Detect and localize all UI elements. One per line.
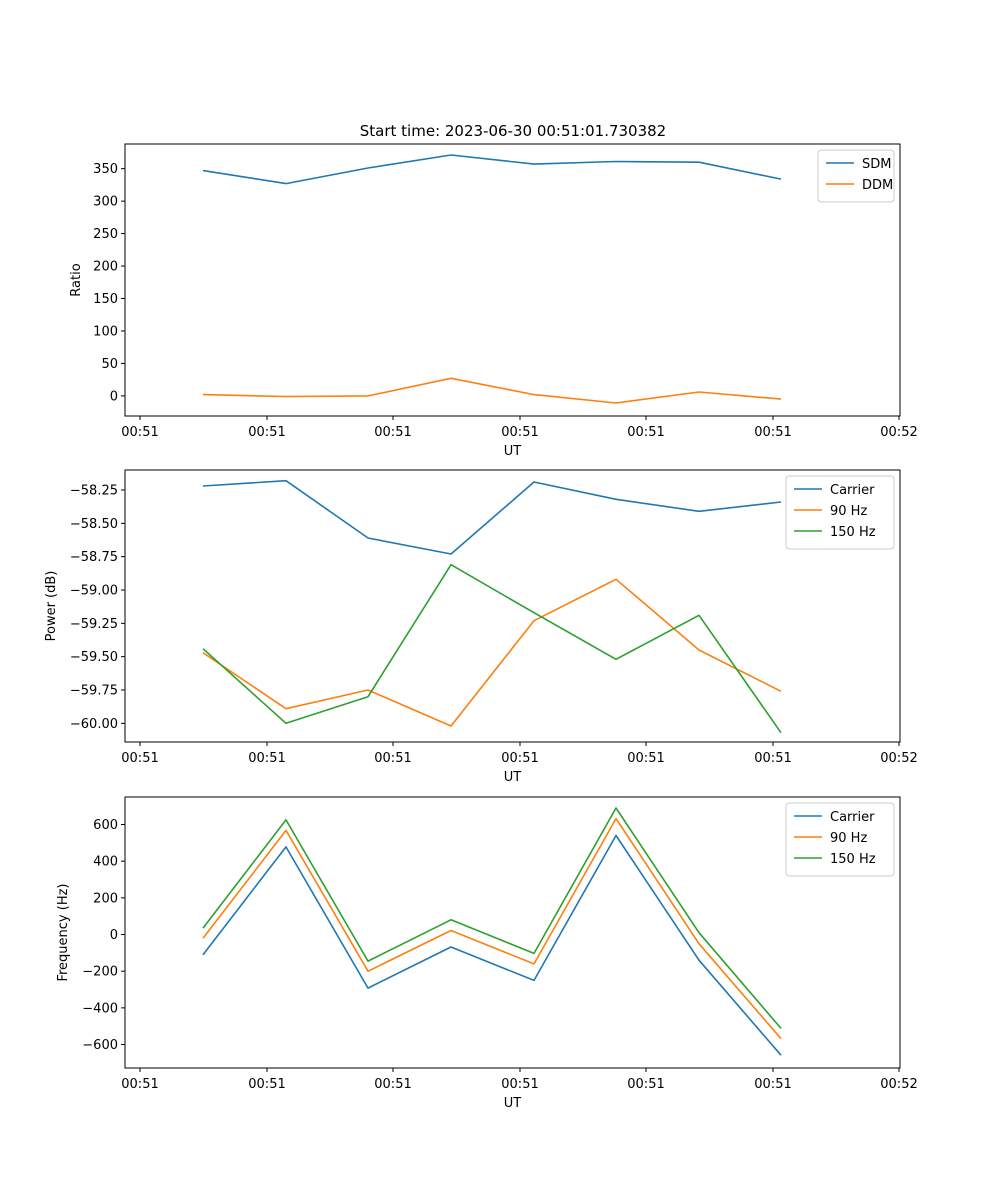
x-tick-label: 00:52 — [880, 1077, 917, 1092]
chart-panel-2: −60.00 −59.75 −59.50 −59.25 −59.00 −58.75 −58.… — [44, 469, 918, 785]
y-tick-label: −59.25 — [70, 617, 118, 632]
x-axis-label: UT — [504, 444, 522, 459]
y-tick-label: 400 — [93, 855, 118, 870]
y-tick-label: −400 — [82, 1001, 118, 1016]
x-tick-label: 00:51 — [627, 751, 664, 766]
y-axis-label: Frequency (Hz) — [56, 883, 71, 981]
x-tick-label: 00:52 — [880, 425, 917, 440]
legend-label: 150 Hz — [830, 852, 876, 867]
x-tick-label: 00:51 — [248, 1077, 285, 1092]
x-tick-label: 00:51 — [374, 1077, 411, 1092]
legend-label: DDM — [862, 178, 893, 193]
y-tick-label: 200 — [93, 260, 118, 275]
y-axis-label: Power (dB) — [44, 571, 59, 642]
y-tick-label: −200 — [82, 965, 118, 980]
y-tick-label: 0 — [110, 389, 118, 404]
x-tick-label: 00:51 — [627, 425, 664, 440]
y-axis-label: Ratio — [69, 263, 84, 296]
chart-panel-1: 0 50 100 150 200 250 300 350 00:51 00:51 00:51 00:5… — [69, 143, 918, 459]
x-tick-label: 00:52 — [880, 751, 917, 766]
y-tick-label: −600 — [82, 1038, 118, 1053]
x-tick-label: 00:51 — [248, 425, 285, 440]
legend: Carrier 90 Hz 150 Hz — [785, 475, 895, 550]
legend-label: 90 Hz — [830, 831, 867, 846]
y-tick-label: 100 — [93, 324, 118, 339]
y-tick-label: −60.00 — [70, 717, 118, 732]
legend-label: SDM — [862, 157, 891, 172]
x-axis-label: UT — [504, 770, 522, 785]
x-tick-label: 00:51 — [121, 751, 158, 766]
x-tick-label: 00:51 — [501, 1077, 538, 1092]
y-tick-label: 300 — [93, 195, 118, 210]
figure-title: Start time: 2023-06-30 00:51:01.730382 — [360, 122, 666, 140]
axes-frame — [124, 796, 901, 1069]
y-tick-label: −59.50 — [70, 650, 118, 665]
y-tick-label: 50 — [101, 357, 118, 372]
x-tick-label: 00:51 — [501, 425, 538, 440]
x-tick-label: 00:51 — [754, 751, 791, 766]
x-axis-label: UT — [504, 1096, 522, 1111]
legend: Carrier 90 Hz 150 Hz — [785, 802, 895, 877]
legend-label: 90 Hz — [830, 504, 867, 519]
legend-label: Carrier — [830, 483, 875, 498]
y-tick-label: −58.25 — [70, 484, 118, 499]
series-line-150-hz — [202, 807, 782, 1029]
series-line-90-hz — [202, 578, 782, 727]
y-tick-label: 150 — [93, 292, 118, 307]
y-tick-label: −59.00 — [70, 584, 118, 599]
y-tick-label: −59.75 — [70, 684, 118, 699]
y-tick-label: 350 — [93, 162, 118, 177]
x-tick-label: 00:51 — [501, 751, 538, 766]
y-tick-label: 0 — [110, 928, 118, 943]
x-tick-label: 00:51 — [374, 751, 411, 766]
series-line-90-hz — [202, 817, 782, 1040]
x-tick-label: 00:51 — [248, 751, 285, 766]
x-tick-label: 00:51 — [754, 1077, 791, 1092]
legend-label: 150 Hz — [830, 525, 876, 540]
y-tick-label: 200 — [93, 891, 118, 906]
y-tick-label: 600 — [93, 818, 118, 833]
y-tick-label: −58.75 — [70, 550, 118, 565]
series-line-150-hz — [202, 563, 782, 734]
series-line-carrier — [202, 834, 782, 1056]
legend: SDM DDM — [817, 149, 895, 203]
x-tick-label: 00:51 — [121, 1077, 158, 1092]
axes-frame — [124, 143, 901, 417]
x-tick-label: 00:51 — [754, 425, 791, 440]
x-tick-label: 00:51 — [374, 425, 411, 440]
legend-label: Carrier — [830, 810, 875, 825]
y-tick-label: −58.50 — [70, 517, 118, 532]
series-line-sdm — [202, 154, 782, 185]
series-line-carrier — [202, 479, 782, 555]
axes-frame — [124, 469, 901, 743]
series-line-ddm — [202, 377, 782, 404]
chart-panel-3: −600 −400 −200 0 200 400 600 00:51 00:51 00:51 00:… — [56, 796, 918, 1111]
x-tick-label: 00:51 — [121, 425, 158, 440]
x-tick-label: 00:51 — [627, 1077, 664, 1092]
y-tick-label: 250 — [93, 227, 118, 242]
